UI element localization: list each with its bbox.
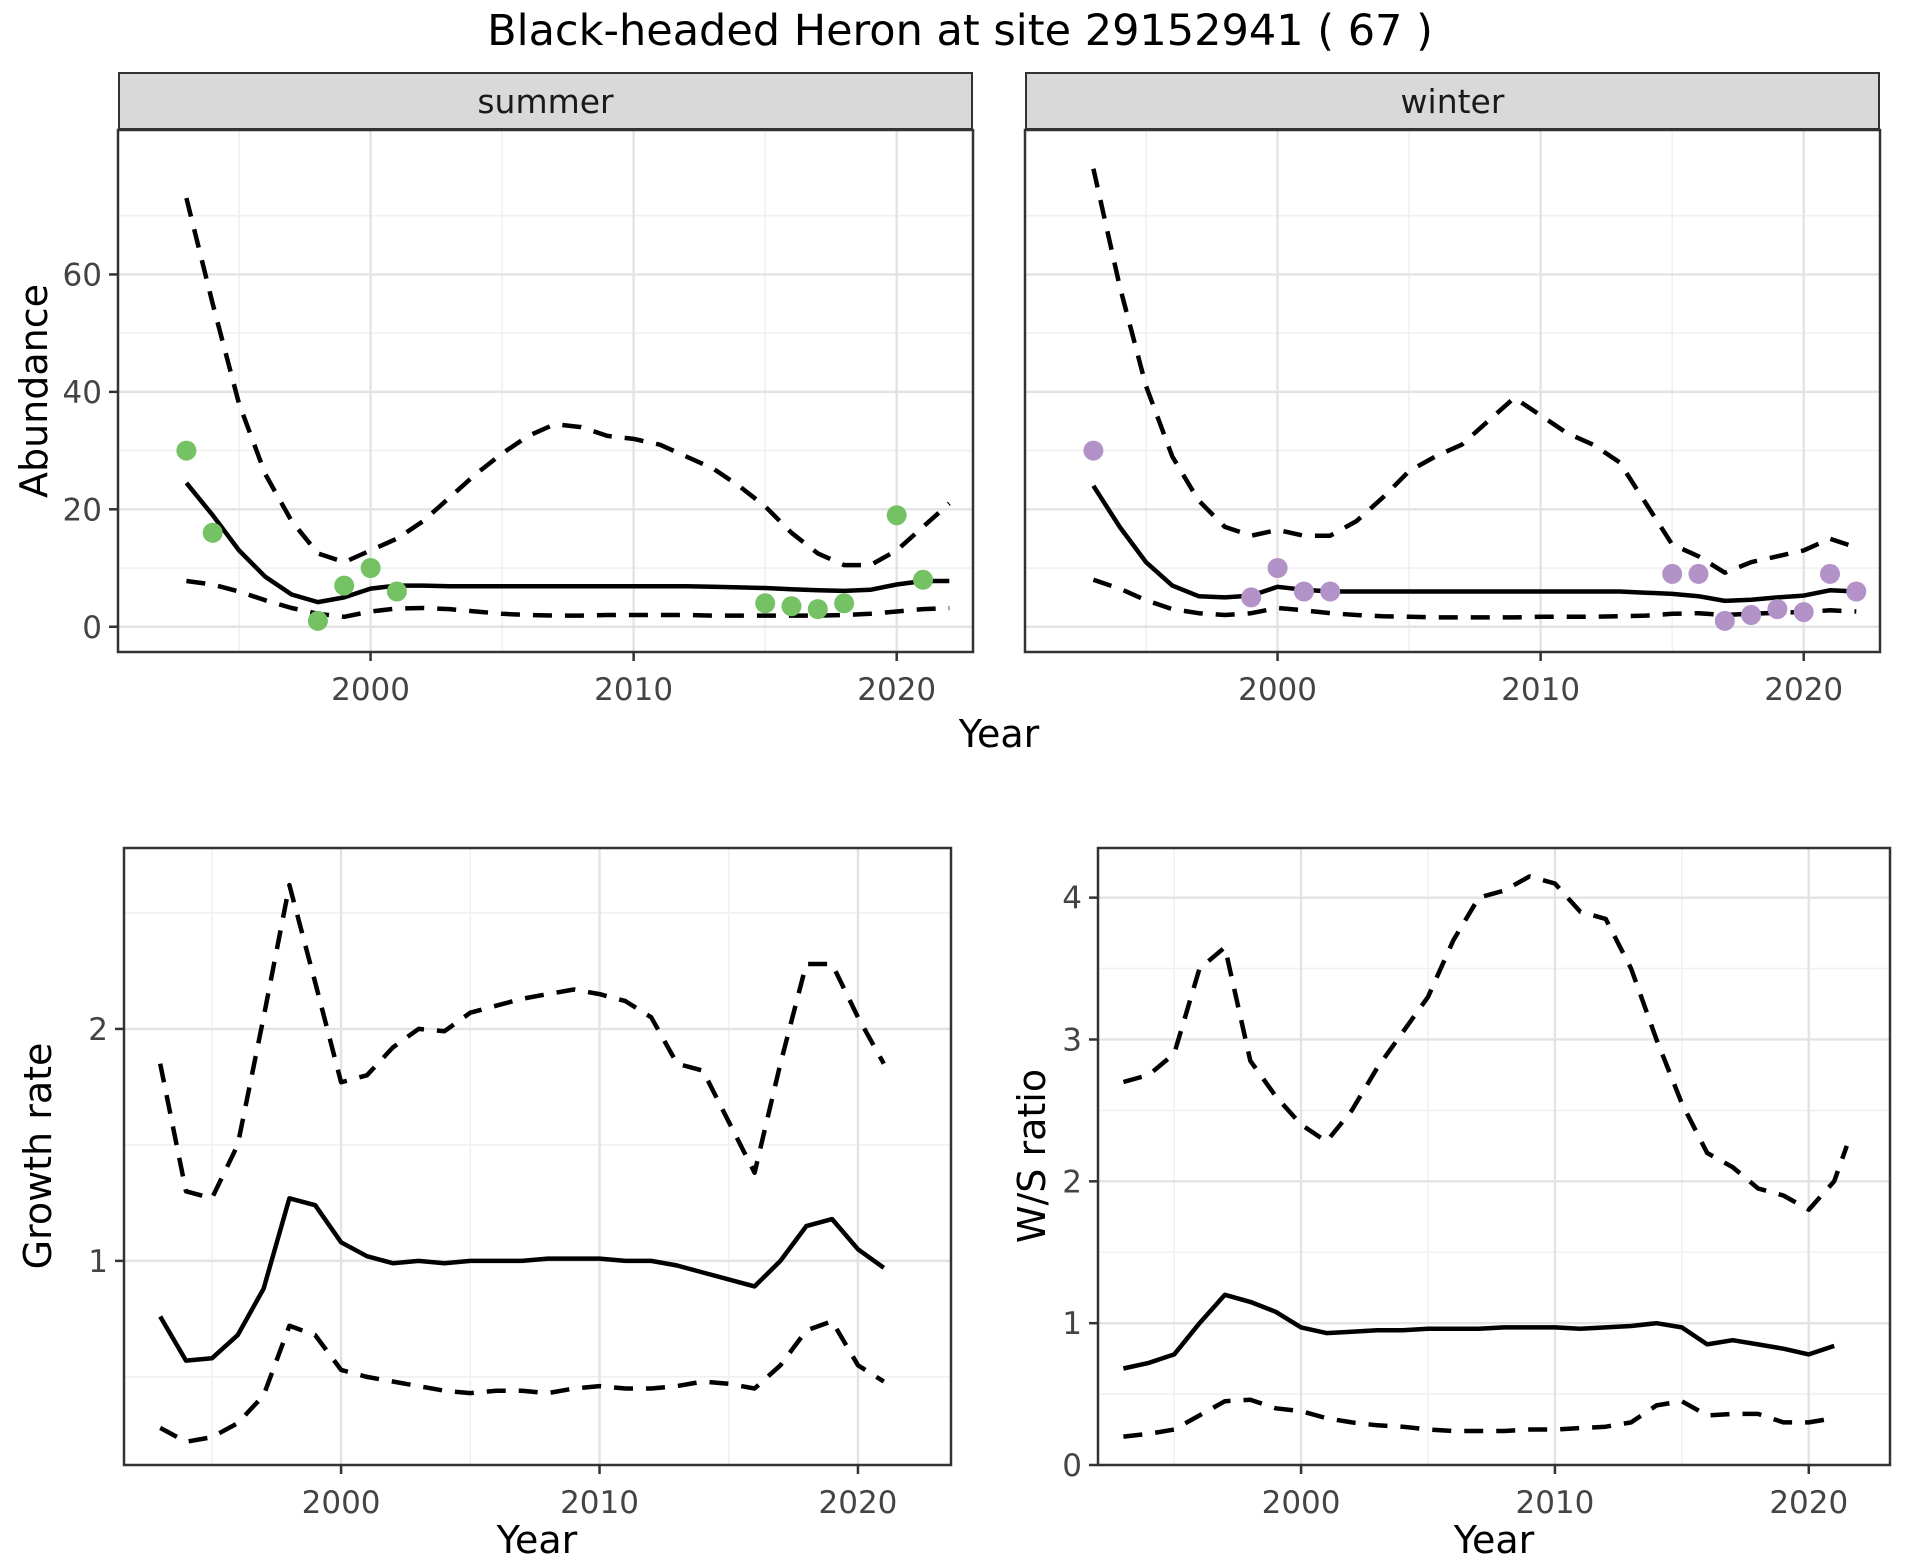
abundance-winter-fit-line: [1091, 484, 1857, 604]
x-tick-label: 2010: [1515, 1485, 1594, 1521]
data-point: [1846, 581, 1867, 602]
growth-rate-upper95-line: [157, 882, 886, 1201]
y-tick-label: 60: [63, 257, 102, 293]
y-tick-label: 3: [1062, 1022, 1082, 1058]
data-point: [1241, 587, 1262, 608]
data-point: [1267, 558, 1288, 578]
abundance-summer-upper95-line: [184, 197, 951, 568]
data-point: [360, 558, 381, 578]
x-tick-label: 2020: [1764, 672, 1843, 708]
ws-ratio-upper95-line: [1122, 874, 1849, 1212]
y-tick-label: 40: [63, 375, 102, 411]
ws-ratio-panel-bg: [1098, 848, 1890, 1465]
abundance-summer-fit-line: [184, 481, 950, 605]
data-point: [386, 581, 407, 602]
growth-rate-lower95-line: [159, 1318, 885, 1445]
abundance-winter-upper95-line: [1091, 168, 1858, 575]
abundance-winter-panel-border: [1023, 128, 1882, 654]
data-point: [1793, 602, 1814, 623]
y-tick-label: 0: [82, 610, 102, 646]
growth-rate-fit-line: [158, 1196, 886, 1363]
data-point: [1714, 610, 1735, 631]
data-point: [913, 569, 933, 590]
x-tick-label: 2020: [857, 672, 936, 708]
data-point: [755, 593, 776, 614]
ws-ratio-panel: 2000 2010 2020 0 1 2 3 4: [1062, 846, 1892, 1521]
growth-rate-panel-bg: [124, 848, 951, 1465]
data-point: [176, 440, 197, 461]
y-tick-label: 20: [63, 492, 102, 528]
ws-ratio-panel-border: [1096, 846, 1892, 1467]
y-tick-label: 1: [88, 1244, 108, 1280]
ws-ratio-lower95-line: [1123, 1397, 1835, 1439]
growth-rate-panel-border: [122, 846, 953, 1467]
x-tick-label: 2010: [560, 1485, 639, 1521]
year-axis-label-top: Year: [958, 712, 1040, 756]
y-tick-label: 1: [1062, 1306, 1082, 1342]
y-tick-label: 0: [1062, 1448, 1082, 1484]
data-point: [1083, 440, 1104, 461]
x-tick-label: 2000: [302, 1485, 381, 1521]
abundance-summer-panel: 2000 2010 2020 0 20 40 60: [63, 128, 975, 708]
x-tick-label: 2010: [1501, 672, 1580, 708]
data-point: [202, 522, 223, 543]
x-tick-label: 2010: [594, 672, 673, 708]
data-point: [834, 593, 855, 614]
y-tick-label: 2: [88, 1012, 108, 1048]
ws-ratio-fit-line: [1122, 1292, 1835, 1371]
data-point: [1320, 581, 1341, 602]
x-tick-label: 2000: [1238, 672, 1317, 708]
data-point: [1820, 563, 1840, 584]
data-point: [781, 596, 802, 617]
facet-strip-summer: summer: [118, 72, 973, 130]
data-point: [1741, 605, 1762, 625]
x-tick-label: 2000: [1262, 1485, 1341, 1521]
x-tick-label: 2000: [331, 672, 410, 708]
data-point: [1662, 563, 1683, 584]
data-point: [807, 599, 828, 620]
x-tick-label: 2020: [819, 1485, 898, 1521]
summer-observations: [176, 440, 933, 631]
facet-strip-winter: winter: [1025, 72, 1880, 130]
data-point: [1767, 599, 1788, 620]
year-axis-label-bottom-right: Year: [1453, 1518, 1535, 1562]
data-point: [307, 610, 328, 631]
y-tick-label: 4: [1062, 881, 1082, 917]
y-tick-label: 2: [1062, 1164, 1082, 1200]
data-point: [1688, 563, 1709, 584]
winter-observations: [1083, 440, 1867, 631]
data-point: [886, 505, 907, 526]
abundance-winter-panel: 2000 2010 2020: [1023, 128, 1882, 708]
x-tick-label: 2020: [1769, 1485, 1848, 1521]
data-point: [1293, 581, 1314, 602]
figure-title: Black-headed Heron at site 29152941 ( 67…: [487, 6, 1433, 56]
data-point: [334, 575, 355, 596]
growth-rate-panel: 2000 2010 2020 1 2: [88, 846, 953, 1521]
year-axis-label-bottom-left: Year: [496, 1518, 578, 1562]
